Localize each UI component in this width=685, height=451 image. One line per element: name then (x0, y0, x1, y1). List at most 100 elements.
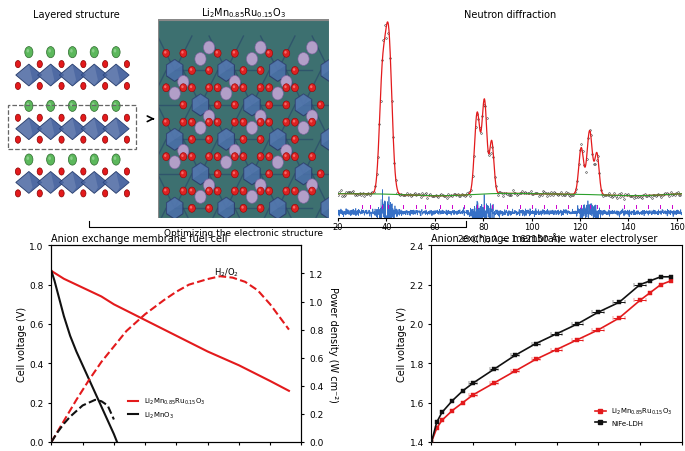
Polygon shape (73, 172, 86, 194)
Circle shape (103, 61, 108, 69)
Circle shape (267, 103, 269, 106)
Circle shape (81, 115, 86, 122)
Circle shape (258, 138, 261, 140)
Ellipse shape (177, 145, 189, 158)
Circle shape (240, 205, 247, 213)
Circle shape (180, 50, 187, 58)
Circle shape (182, 120, 184, 123)
Circle shape (293, 155, 295, 158)
Circle shape (15, 115, 21, 122)
Polygon shape (295, 95, 312, 111)
Polygon shape (166, 198, 183, 220)
Polygon shape (218, 198, 234, 214)
Polygon shape (192, 95, 209, 117)
Ellipse shape (169, 156, 180, 170)
Circle shape (103, 83, 108, 90)
Circle shape (232, 84, 238, 92)
Polygon shape (81, 65, 108, 87)
Title: Neutron diffraction: Neutron diffraction (464, 9, 556, 19)
Polygon shape (29, 172, 42, 194)
Circle shape (214, 119, 221, 127)
Ellipse shape (203, 110, 214, 124)
Polygon shape (29, 65, 42, 87)
Circle shape (292, 84, 299, 92)
Circle shape (37, 83, 42, 90)
Circle shape (207, 69, 210, 72)
Polygon shape (51, 65, 64, 87)
Polygon shape (244, 164, 260, 180)
Circle shape (284, 86, 287, 89)
Ellipse shape (281, 76, 292, 89)
Circle shape (292, 119, 299, 127)
Circle shape (37, 61, 42, 69)
Polygon shape (218, 198, 234, 220)
Ellipse shape (195, 53, 206, 66)
Polygon shape (116, 172, 129, 194)
Circle shape (293, 69, 295, 72)
Circle shape (25, 47, 33, 59)
Circle shape (207, 207, 210, 209)
Circle shape (266, 50, 273, 58)
Ellipse shape (306, 179, 318, 192)
Ellipse shape (195, 122, 206, 135)
Circle shape (163, 84, 170, 92)
Circle shape (164, 155, 166, 158)
Circle shape (292, 136, 299, 144)
Polygon shape (73, 65, 86, 87)
Title: Layered structure: Layered structure (33, 9, 119, 19)
Circle shape (15, 61, 21, 69)
Circle shape (216, 172, 218, 175)
Ellipse shape (298, 122, 309, 135)
Circle shape (216, 103, 218, 106)
Ellipse shape (247, 122, 258, 135)
Polygon shape (16, 65, 42, 87)
Ellipse shape (306, 110, 318, 124)
Circle shape (214, 153, 221, 161)
Circle shape (180, 153, 187, 161)
Circle shape (258, 69, 261, 72)
Polygon shape (16, 119, 42, 140)
Circle shape (188, 67, 195, 75)
Circle shape (125, 137, 129, 144)
Circle shape (206, 188, 212, 196)
Title: Li$_2$Mn$_{0.85}$Ru$_{0.15}$O$_3$: Li$_2$Mn$_{0.85}$Ru$_{0.15}$O$_3$ (201, 6, 286, 20)
Polygon shape (38, 119, 64, 140)
Ellipse shape (221, 156, 232, 170)
Circle shape (292, 153, 299, 161)
Circle shape (292, 188, 299, 196)
Polygon shape (166, 129, 183, 151)
Circle shape (103, 115, 108, 122)
Polygon shape (95, 119, 108, 140)
Ellipse shape (247, 191, 258, 204)
Circle shape (188, 84, 195, 92)
Circle shape (190, 189, 192, 192)
Ellipse shape (272, 156, 284, 170)
Circle shape (114, 50, 116, 53)
Circle shape (267, 155, 269, 158)
Circle shape (114, 157, 116, 161)
Circle shape (190, 138, 192, 140)
Polygon shape (218, 129, 234, 146)
Circle shape (258, 207, 261, 209)
Circle shape (283, 153, 290, 161)
Circle shape (188, 136, 195, 144)
Circle shape (190, 207, 192, 209)
Circle shape (292, 205, 299, 213)
Circle shape (293, 207, 295, 209)
Circle shape (207, 189, 210, 192)
Circle shape (182, 52, 184, 55)
Circle shape (206, 205, 212, 213)
Circle shape (216, 86, 218, 89)
Circle shape (112, 101, 120, 112)
Ellipse shape (229, 145, 240, 158)
Circle shape (216, 155, 218, 158)
Circle shape (49, 157, 51, 161)
Bar (8, 106, 136, 149)
Circle shape (125, 83, 129, 90)
Ellipse shape (272, 88, 284, 101)
Ellipse shape (298, 53, 309, 66)
Polygon shape (192, 95, 209, 111)
Polygon shape (244, 95, 260, 117)
Circle shape (70, 103, 73, 107)
Polygon shape (321, 60, 338, 82)
